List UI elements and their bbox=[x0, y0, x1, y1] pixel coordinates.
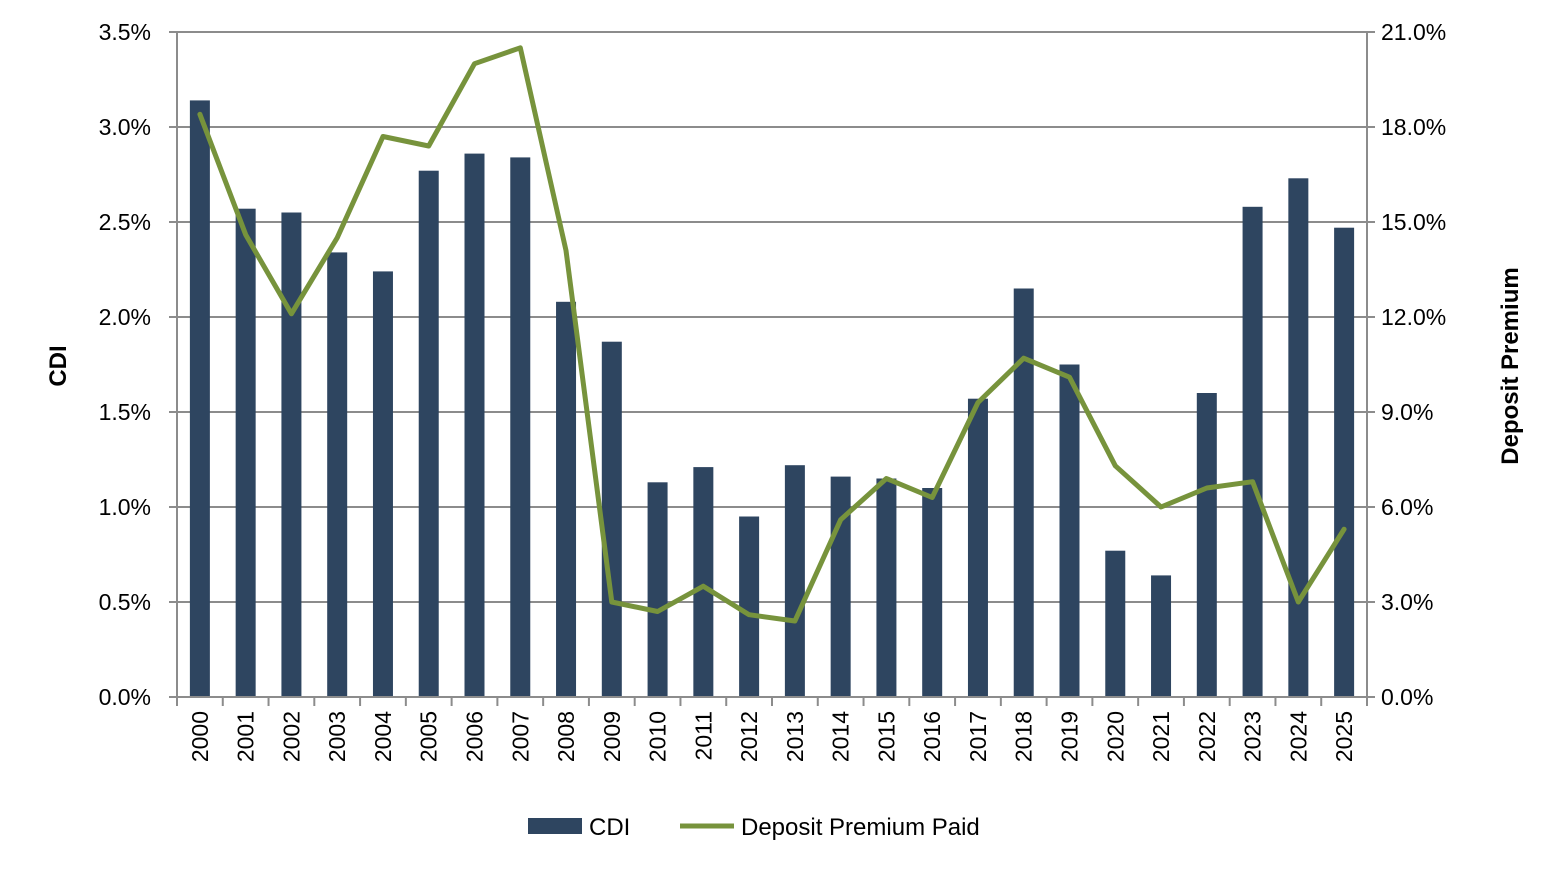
axes bbox=[176, 32, 1368, 698]
left-tick-label: 0.5% bbox=[99, 589, 151, 615]
bar-cdi-2007 bbox=[510, 157, 531, 697]
x-tick-label: 2004 bbox=[370, 711, 396, 762]
x-tick-label: 2018 bbox=[1011, 711, 1037, 762]
left-tick-label: 3.0% bbox=[99, 114, 151, 140]
bar-cdi-2017 bbox=[967, 398, 988, 697]
right-tick-label: 12.0% bbox=[1381, 304, 1446, 330]
right-tick-label: 6.0% bbox=[1381, 494, 1433, 520]
left-tick-label: 2.5% bbox=[99, 209, 151, 235]
bar-cdi-2021 bbox=[1151, 575, 1172, 697]
bar-cdi-2022 bbox=[1196, 393, 1217, 697]
bar-cdi-2011 bbox=[693, 467, 714, 697]
x-tick-label: 2002 bbox=[278, 711, 304, 762]
legend-label-deposit-premium: Deposit Premium Paid bbox=[741, 814, 980, 841]
right-tick-label: 15.0% bbox=[1381, 209, 1446, 235]
left-axis-ticks: 0.0% 0.5% 1.0% 1.5% 2.0% 2.5% 3.0% 3.5% bbox=[99, 19, 177, 710]
x-tick-label: 2006 bbox=[462, 711, 488, 762]
left-tick-label: 0.0% bbox=[99, 684, 151, 710]
x-tick-label: 2007 bbox=[507, 711, 533, 762]
bar-cdi-2023 bbox=[1242, 206, 1263, 698]
bar-cdi-2019 bbox=[1059, 364, 1080, 697]
x-tick-label: 2012 bbox=[736, 711, 762, 762]
x-tick-label: 2011 bbox=[690, 711, 716, 760]
left-tick-label: 2.0% bbox=[99, 304, 151, 330]
legend: CDI Deposit Premium Paid bbox=[528, 814, 980, 841]
bar-cdi-2012 bbox=[739, 516, 760, 697]
legend-swatch-cdi bbox=[528, 818, 582, 834]
right-tick-label: 21.0% bbox=[1381, 19, 1446, 45]
legend-label-cdi: CDI bbox=[589, 814, 630, 841]
bar-cdi-2009 bbox=[601, 341, 622, 697]
x-tick-label: 2023 bbox=[1240, 711, 1266, 762]
right-tick-label: 18.0% bbox=[1381, 114, 1446, 140]
bar-cdi-2016 bbox=[922, 488, 943, 697]
x-tick-label: 2005 bbox=[416, 711, 442, 762]
x-tick-label: 2013 bbox=[782, 711, 808, 762]
bar-cdi-2025 bbox=[1334, 227, 1355, 697]
bar-cdi-2000 bbox=[189, 100, 210, 697]
right-axis-title: Deposit Premium bbox=[1497, 267, 1524, 464]
left-tick-label: 3.5% bbox=[99, 19, 151, 45]
right-axis-ticks: 0.0% 3.0% 6.0% 9.0% 12.0% 15.0% 18.0% 21.0% bbox=[1367, 19, 1446, 710]
x-tick-label: 2003 bbox=[324, 711, 350, 762]
x-tick-label: 2000 bbox=[187, 711, 213, 762]
left-tick-label: 1.5% bbox=[99, 399, 151, 425]
x-tick-label: 2024 bbox=[1285, 711, 1311, 762]
bar-cdi-2020 bbox=[1105, 550, 1126, 697]
left-tick-label: 1.0% bbox=[99, 494, 151, 520]
bar-cdi-2005 bbox=[418, 170, 439, 697]
x-tick-label: 2019 bbox=[1057, 711, 1083, 762]
bar-cdi-2004 bbox=[372, 271, 393, 697]
x-tick-label: 2014 bbox=[828, 711, 854, 762]
deposit-premium-line bbox=[197, 45, 1347, 624]
right-tick-label: 9.0% bbox=[1381, 399, 1433, 425]
gridlines bbox=[177, 31, 1367, 603]
left-axis-title: CDI bbox=[45, 345, 72, 386]
x-tick-label: 2020 bbox=[1102, 711, 1128, 762]
bar-cdi-2015 bbox=[876, 478, 897, 697]
bar-cdi-2003 bbox=[327, 252, 348, 697]
bar-cdi-2006 bbox=[464, 153, 485, 698]
bar-cdi-2001 bbox=[235, 208, 256, 697]
line-deposit-premium-paid bbox=[197, 45, 1347, 624]
x-tick-label: 2016 bbox=[919, 711, 945, 762]
cdi-bars bbox=[189, 100, 1355, 698]
x-tick-label: 2017 bbox=[965, 711, 991, 762]
x-tick-label: 2008 bbox=[553, 711, 579, 762]
bar-cdi-2024 bbox=[1288, 178, 1309, 698]
x-axis-ticks: 2000 2001 2002 2003 2004 2005 2006 2007 2008 2009… bbox=[176, 697, 1368, 762]
x-tick-label: 2015 bbox=[873, 711, 899, 762]
bar-cdi-2018 bbox=[1013, 288, 1034, 697]
x-tick-label: 2010 bbox=[645, 711, 671, 762]
x-tick-label: 2001 bbox=[233, 711, 259, 762]
bar-cdi-2014 bbox=[830, 476, 851, 697]
right-tick-label: 3.0% bbox=[1381, 589, 1433, 615]
x-tick-label: 2021 bbox=[1148, 711, 1174, 762]
bar-cdi-2002 bbox=[281, 212, 302, 697]
bar-cdi-2008 bbox=[556, 301, 577, 697]
x-tick-label: 2022 bbox=[1194, 711, 1220, 762]
x-tick-label: 2025 bbox=[1331, 711, 1357, 762]
bar-cdi-2010 bbox=[647, 482, 668, 697]
bar-cdi-2013 bbox=[784, 465, 805, 697]
x-tick-label: 2009 bbox=[599, 711, 625, 762]
right-tick-label: 0.0% bbox=[1381, 684, 1433, 710]
